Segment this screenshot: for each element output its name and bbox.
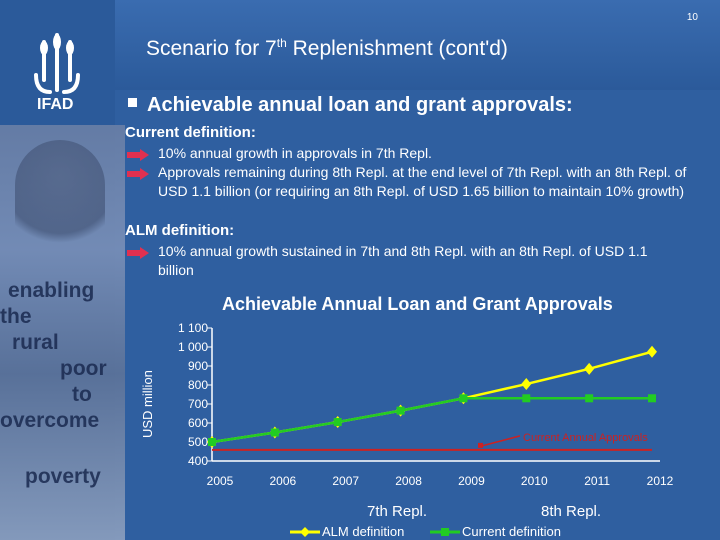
slogan-line: enabling (8, 279, 95, 302)
slogan: enabling the rural poor to overcome pove… (0, 278, 120, 490)
current-point (270, 428, 279, 437)
current-point (208, 438, 216, 446)
current-item-2: Approvals remaining during 8th Repl. at … (158, 164, 687, 199)
arrow-icon (127, 247, 149, 259)
alm-item-1: 10% annual growth sustained in 7th and 8… (158, 243, 648, 278)
current-point (333, 418, 342, 427)
annotation-marker (478, 442, 483, 448)
group-label-8th: 8th Repl. (541, 503, 602, 520)
slogan-line: poor (60, 357, 107, 380)
page-number: 10 (686, 12, 698, 23)
photo-figure (15, 140, 105, 260)
y-tick-label: 800 (188, 378, 208, 392)
y-tick-label: 700 (188, 397, 208, 411)
legend-current: Current definition (462, 524, 561, 539)
chart-title: Achievable Annual Loan and Grant Approva… (222, 294, 613, 314)
y-tick-label: 900 (188, 359, 208, 373)
x-tick-label: 2006 (270, 474, 297, 488)
x-tick-label: 2009 (458, 474, 485, 488)
alm-point (584, 362, 595, 375)
slogan-line: the (0, 305, 32, 328)
slogan-line: overcome (0, 409, 100, 432)
slogan-line: poverty (25, 465, 101, 488)
logo-text: IFAD (37, 96, 74, 113)
group-label-7th: 7th Repl. (367, 503, 428, 520)
arrow-icon (127, 149, 149, 161)
x-tick-label: 2011 (584, 474, 610, 488)
current-definition-heading: Current definition: (125, 124, 256, 141)
current-point (396, 406, 405, 415)
slogan-line: to (72, 383, 92, 406)
current-point (522, 394, 531, 403)
y-tick-label: 600 (188, 416, 208, 430)
bullet-square-icon (128, 98, 137, 108)
slogan-line: rural (12, 331, 59, 354)
bullet-heading: Achievable annual loan and grant approva… (128, 94, 573, 117)
x-tick-label: 2012 (647, 474, 674, 488)
ifad-logo-icon (34, 33, 80, 94)
current-point (585, 394, 594, 403)
current-point (459, 394, 468, 403)
reference-line-label: Current Annual Approvals (523, 432, 648, 444)
series-line-current (211, 397, 652, 444)
legend-alm: ALM definition (322, 524, 405, 539)
page-title: Scenario for 7th Replenishment (cont'd) (146, 36, 508, 60)
legend-current-swatch (430, 528, 460, 536)
y-tick-label: 400 (188, 454, 208, 468)
legend-alm-swatch (290, 527, 320, 537)
arrow-icon (127, 168, 149, 180)
header-gradient (115, 0, 720, 90)
current-item-1: 10% annual growth in approvals in 7th Re… (158, 145, 432, 161)
y-tick-label: 1 100 (178, 321, 208, 335)
x-tick-label: 2007 (332, 474, 359, 488)
alm-point (647, 345, 657, 358)
y-tick-label: 500 (188, 435, 208, 449)
current-point (648, 394, 656, 403)
x-tick-label: 2005 (207, 474, 234, 488)
x-tick-label: 2010 (521, 474, 548, 488)
x-tick-label: 2008 (395, 474, 422, 488)
y-tick-label: 1 000 (178, 340, 208, 354)
alm-definition-heading: ALM definition: (125, 222, 235, 239)
alm-point (521, 378, 532, 391)
annotation-leader (481, 435, 521, 447)
